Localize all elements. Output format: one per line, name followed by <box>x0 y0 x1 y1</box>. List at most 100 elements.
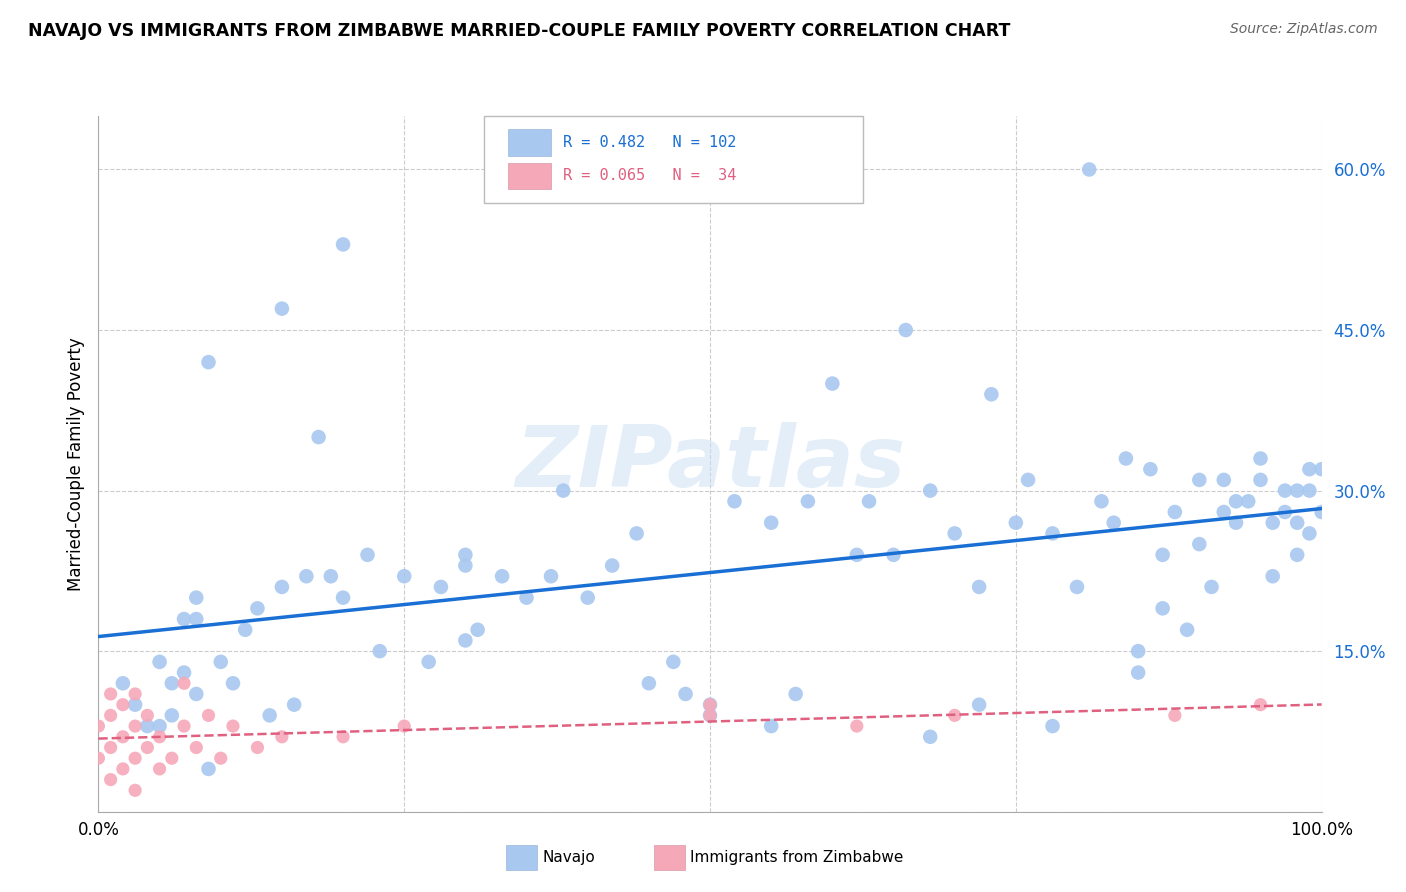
Point <box>1128 644 1150 658</box>
Text: R = 0.482   N = 102: R = 0.482 N = 102 <box>564 135 737 150</box>
Point <box>1152 548 1174 562</box>
Point <box>124 751 146 765</box>
Point <box>222 719 245 733</box>
Point <box>100 772 122 787</box>
Point <box>1152 601 1174 615</box>
Point <box>356 548 378 562</box>
Point <box>270 301 294 316</box>
Point <box>111 730 134 744</box>
Point <box>1298 483 1320 498</box>
Point <box>1310 462 1333 476</box>
Point <box>797 494 820 508</box>
Point <box>761 719 783 733</box>
Point <box>1274 505 1296 519</box>
Point <box>845 548 868 562</box>
Point <box>1310 505 1333 519</box>
Point <box>1042 719 1064 733</box>
Point <box>270 730 294 744</box>
Point <box>1042 526 1064 541</box>
Point <box>209 751 232 765</box>
Point <box>943 708 966 723</box>
Point <box>111 762 134 776</box>
Point <box>858 494 880 508</box>
Point <box>723 494 745 508</box>
Point <box>173 612 195 626</box>
Point <box>1249 473 1271 487</box>
Point <box>197 762 219 776</box>
Point <box>920 483 942 498</box>
Point <box>1249 698 1271 712</box>
Point <box>124 687 146 701</box>
Point <box>1286 516 1309 530</box>
Bar <box>508 162 551 189</box>
Point <box>1249 451 1271 466</box>
Point <box>1090 494 1112 508</box>
Point <box>100 740 122 755</box>
Point <box>1212 473 1234 487</box>
Point <box>785 687 807 701</box>
Point <box>454 558 477 573</box>
Point <box>1188 473 1211 487</box>
Point <box>1175 623 1198 637</box>
Point <box>111 676 134 690</box>
Point <box>233 623 256 637</box>
Point <box>160 751 183 765</box>
Point <box>149 719 172 733</box>
Point <box>626 526 648 541</box>
Bar <box>508 129 551 155</box>
Point <box>124 783 146 797</box>
Point <box>1164 505 1187 519</box>
Point <box>1237 494 1260 508</box>
Text: Immigrants from Zimbabwe: Immigrants from Zimbabwe <box>690 850 904 864</box>
Point <box>111 698 134 712</box>
Point <box>1017 473 1039 487</box>
Text: ZIPatlas: ZIPatlas <box>515 422 905 506</box>
Point <box>430 580 453 594</box>
Point <box>454 548 477 562</box>
Point <box>637 676 661 690</box>
Point <box>368 644 391 658</box>
Point <box>699 698 721 712</box>
Point <box>332 237 354 252</box>
Point <box>1286 483 1309 498</box>
Point <box>136 740 159 755</box>
Point <box>1212 505 1234 519</box>
Point <box>124 719 146 733</box>
Point <box>87 751 110 765</box>
Point <box>100 687 122 701</box>
Text: R = 0.065   N =  34: R = 0.065 N = 34 <box>564 169 737 183</box>
Point <box>699 708 721 723</box>
Point <box>1201 580 1223 594</box>
Point <box>197 708 219 723</box>
Point <box>1188 537 1211 551</box>
Point <box>332 730 354 744</box>
Point <box>319 569 342 583</box>
Point <box>308 430 330 444</box>
Point <box>980 387 1002 401</box>
Point <box>1139 462 1161 476</box>
Point <box>246 740 269 755</box>
Point <box>392 569 416 583</box>
Point <box>173 676 195 690</box>
Point <box>149 730 172 744</box>
Text: Source: ZipAtlas.com: Source: ZipAtlas.com <box>1230 22 1378 37</box>
Point <box>943 526 966 541</box>
Point <box>662 655 685 669</box>
Point <box>1261 516 1284 530</box>
Point <box>259 708 281 723</box>
Point <box>467 623 489 637</box>
Point <box>1261 569 1284 583</box>
Point <box>136 719 159 733</box>
Point <box>1004 516 1026 530</box>
Point <box>967 580 990 594</box>
Point <box>1078 162 1101 177</box>
Point <box>491 569 513 583</box>
Point <box>186 612 208 626</box>
FancyBboxPatch shape <box>484 116 863 203</box>
Point <box>295 569 318 583</box>
Point <box>699 708 721 723</box>
Point <box>186 591 208 605</box>
Point <box>186 740 208 755</box>
Point <box>270 580 294 594</box>
Point <box>246 601 269 615</box>
